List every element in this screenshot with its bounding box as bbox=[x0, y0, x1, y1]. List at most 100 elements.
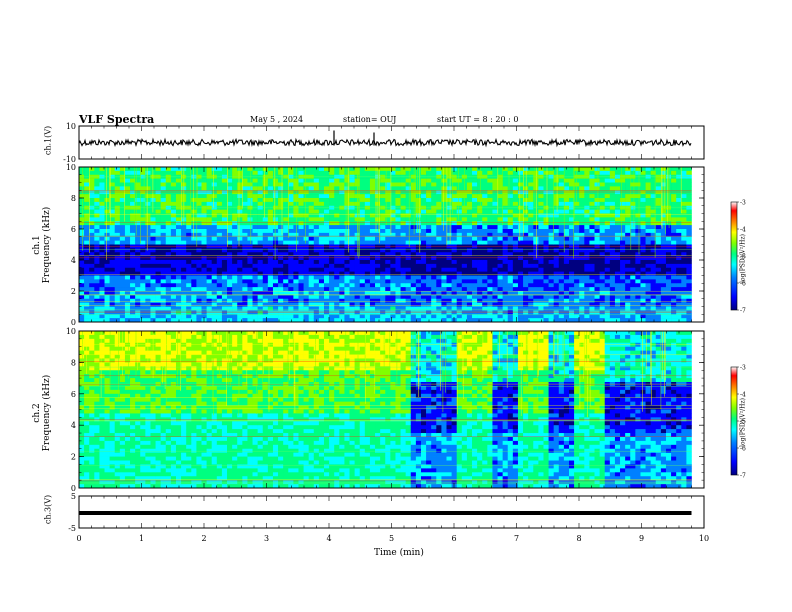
spectrogram-cell bbox=[84, 198, 90, 203]
spectrogram-cell bbox=[405, 260, 412, 265]
spectrogram-cell bbox=[620, 263, 626, 269]
spectrogram-cell bbox=[267, 217, 274, 222]
spectrogram-cell bbox=[558, 279, 565, 284]
spectrogram-cell bbox=[380, 240, 386, 245]
spectrogram-cell bbox=[594, 229, 600, 234]
spectrogram-cell bbox=[324, 314, 330, 319]
spectrogram-cell bbox=[155, 263, 161, 269]
spectrogram-cell bbox=[334, 170, 340, 176]
spectrogram-cell bbox=[130, 221, 136, 226]
spectrogram-cell bbox=[288, 302, 294, 307]
spectrogram-cell bbox=[681, 201, 687, 207]
spectrogram-cell bbox=[461, 217, 468, 222]
spectrogram-cell bbox=[604, 287, 611, 292]
spectrogram-cell bbox=[477, 267, 483, 272]
spectrogram-cell bbox=[349, 205, 355, 210]
spectrogram-cell bbox=[104, 279, 110, 284]
spectrogram-cell bbox=[109, 252, 116, 257]
spectrogram-cell bbox=[293, 186, 299, 191]
spectrogram-cell bbox=[451, 283, 457, 288]
spectrogram-cell bbox=[441, 294, 447, 300]
spectrogram-cell bbox=[650, 201, 657, 207]
spectrogram-cell bbox=[339, 279, 345, 284]
spectrogram-cell bbox=[466, 236, 473, 241]
spectrogram-cell bbox=[303, 256, 309, 261]
spectrogram-cell bbox=[405, 229, 412, 234]
spectrogram-cell bbox=[124, 248, 131, 253]
spectrogram-cell bbox=[155, 302, 161, 307]
spectrogram-cell bbox=[155, 318, 161, 323]
spectrogram-cell bbox=[252, 198, 258, 203]
spectrogram-cell bbox=[502, 213, 509, 218]
spectrogram-cell bbox=[303, 263, 309, 269]
spectrogram-cell bbox=[267, 256, 274, 261]
spectrogram-cell bbox=[79, 444, 85, 450]
spectrogram-cell bbox=[79, 205, 85, 210]
spectrogram-cell bbox=[257, 170, 264, 176]
spectrogram-cell bbox=[140, 240, 146, 245]
spectrogram-cell bbox=[650, 260, 657, 265]
spectrogram-cell bbox=[660, 229, 667, 234]
spectrogram-cell bbox=[420, 182, 427, 187]
spectrogram-cell bbox=[579, 225, 585, 230]
spectrogram-cell bbox=[109, 275, 116, 280]
spectrogram-cell bbox=[79, 484, 85, 489]
spectrogram-cell bbox=[614, 205, 621, 210]
spectrogram-cell bbox=[84, 178, 90, 183]
spectrogram-cell bbox=[334, 236, 340, 241]
spectrogram-cell bbox=[216, 221, 223, 226]
spectrogram-cell bbox=[99, 205, 105, 210]
spectrogram-cell bbox=[543, 279, 549, 284]
spectrogram-cell bbox=[196, 221, 202, 226]
spectrogram-cell bbox=[579, 314, 585, 319]
spectrogram-cell bbox=[206, 194, 212, 199]
spectrogram-cell bbox=[609, 205, 616, 210]
spectrogram-cell bbox=[298, 217, 304, 222]
spectrogram-cell bbox=[584, 291, 590, 296]
spectrogram-cell bbox=[186, 302, 192, 307]
spectrogram-cell bbox=[630, 275, 636, 280]
spectrogram-cell bbox=[150, 263, 156, 269]
spectrogram-cell bbox=[436, 248, 442, 253]
spectrogram-cell bbox=[201, 279, 207, 284]
spectrogram-cell bbox=[410, 190, 417, 195]
spectrogram-cell bbox=[155, 260, 161, 265]
spectrogram-cell bbox=[293, 260, 299, 265]
spectrogram-cell bbox=[446, 318, 452, 323]
spectrogram-cell bbox=[609, 302, 616, 307]
spectrogram-cell bbox=[130, 256, 136, 261]
spectrogram-cell bbox=[216, 263, 223, 269]
spectrogram-cell bbox=[461, 205, 468, 210]
spectrogram-cell bbox=[221, 236, 228, 241]
spectrogram-cell bbox=[507, 271, 514, 276]
spectrogram-cell bbox=[579, 232, 585, 238]
spectrogram-cell bbox=[247, 283, 253, 288]
spectrogram-cell bbox=[620, 287, 626, 292]
spectrogram-cell bbox=[242, 209, 248, 214]
spectrogram-cell bbox=[272, 240, 279, 245]
spectrogram-cell bbox=[165, 229, 172, 234]
spectrogram-cell bbox=[109, 240, 116, 245]
spectrogram-cell bbox=[278, 170, 284, 176]
spectrogram-cell bbox=[533, 298, 539, 303]
spectrogram-cell bbox=[472, 294, 478, 300]
spectrogram-cell bbox=[614, 256, 621, 261]
spectrogram-cell bbox=[635, 318, 641, 323]
spectrogram-cell bbox=[211, 205, 218, 210]
spectrogram-cell bbox=[308, 221, 315, 226]
spectrogram-cell bbox=[354, 302, 361, 307]
spectrogram-cell bbox=[196, 178, 202, 183]
spectrogram-cell bbox=[548, 221, 554, 226]
spectrogram-cell bbox=[334, 271, 340, 276]
spectrogram-cell bbox=[426, 263, 432, 269]
spectrogram-cell bbox=[191, 232, 197, 238]
spectrogram-cell bbox=[165, 213, 172, 218]
spectrogram-cell bbox=[262, 248, 269, 253]
spectrogram-cell bbox=[339, 291, 345, 296]
spectrogram-cell bbox=[94, 182, 100, 187]
spectrogram-cell bbox=[155, 198, 161, 203]
spectrogram-cell bbox=[221, 186, 228, 191]
spectrogram-cell bbox=[599, 248, 606, 253]
spectrogram-cell bbox=[308, 232, 315, 238]
spectrogram-cell bbox=[395, 182, 401, 187]
